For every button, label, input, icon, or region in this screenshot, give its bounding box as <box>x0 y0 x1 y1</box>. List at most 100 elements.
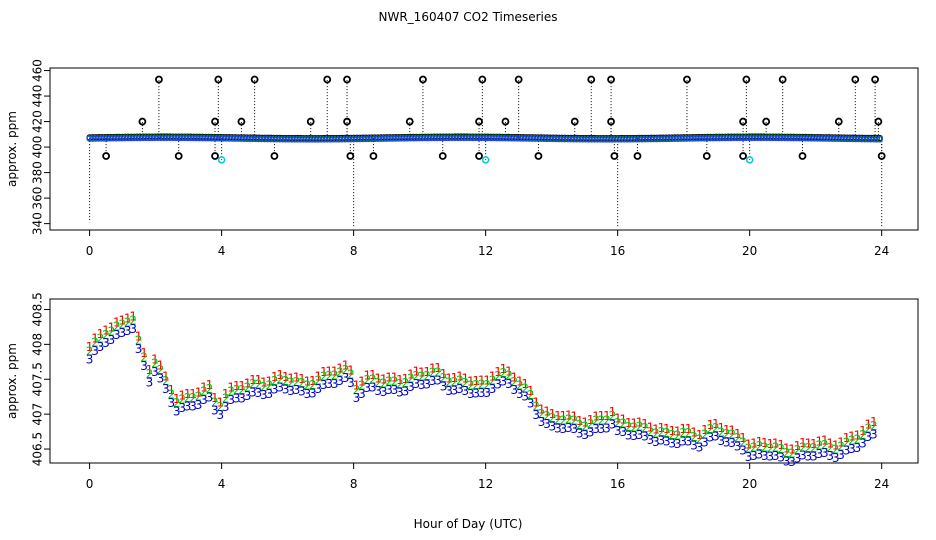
top-spike-point <box>306 117 315 126</box>
bottom-series-2-point: 2 <box>865 422 873 436</box>
bottom-series-3-point: 3 <box>216 408 224 422</box>
bottom-series-2-point: 2 <box>342 363 350 377</box>
top-baseline-point <box>178 134 185 142</box>
bottom-series-1-point: 1 <box>734 427 742 441</box>
top-baseline-point <box>243 135 251 143</box>
bottom-y-tick-label: 408.5 <box>31 292 45 326</box>
top-spike-point <box>270 152 279 160</box>
top-baseline-point <box>163 134 171 142</box>
top-baseline-point <box>258 135 266 143</box>
bottom-series-1-point: 1 <box>690 426 698 440</box>
bottom-series-1-point: 1 <box>211 391 219 405</box>
top-baseline-point <box>282 136 289 143</box>
bottom-series-3-point: 3 <box>331 377 339 391</box>
top-baseline-point <box>377 135 384 142</box>
bottom-series-3-point: 3 <box>195 398 203 412</box>
top-baseline-point <box>407 135 414 142</box>
bottom-series-2-point: 2 <box>298 376 306 390</box>
bottom-series-2-point: 2 <box>576 418 584 432</box>
top-baseline-point <box>722 134 729 142</box>
bottom-series-1-point: 1 <box>320 365 328 379</box>
top-baseline-point <box>335 136 343 143</box>
bottom-series-3-point: 3 <box>505 377 513 391</box>
bottom-series-1-point: 1 <box>178 388 186 402</box>
bottom-series-1-point: 1 <box>805 437 813 451</box>
top-baseline-point <box>104 135 111 142</box>
bottom-series-1-point: 1 <box>625 416 633 430</box>
top-baseline-point <box>677 135 684 142</box>
top-spike-point <box>419 75 427 84</box>
bottom-series-2-point: 2 <box>162 374 170 388</box>
bottom-series-1-point: 1 <box>532 395 540 409</box>
bottom-series-2-point: 2 <box>108 324 116 338</box>
top-baseline-point <box>641 136 649 143</box>
bottom-series-2-point: 2 <box>178 393 186 407</box>
bottom-series-2-point: 2 <box>837 440 845 454</box>
bottom-series-3-point: 3 <box>641 430 649 444</box>
bottom-series-2-point: 2 <box>358 379 366 393</box>
bottom-series-2-point: 2 <box>353 383 361 397</box>
top-baseline-point <box>273 136 280 143</box>
top-baseline-point <box>520 135 527 142</box>
bottom-series-1-point: 1 <box>124 312 132 326</box>
bottom-series-2-point: 2 <box>739 435 747 449</box>
bottom-series-1-point: 1 <box>712 417 720 431</box>
top-baseline-point <box>95 135 102 142</box>
top-baseline-point <box>151 134 159 142</box>
top-baseline-point <box>169 134 176 142</box>
bottom-series-2-point: 2 <box>385 375 393 389</box>
bottom-series-2-point: 2 <box>614 416 622 430</box>
bottom-series-3-point: 3 <box>865 430 873 444</box>
top-baseline-point <box>472 134 479 142</box>
bottom-series-3-point: 3 <box>135 342 143 356</box>
top-baseline-point <box>561 135 569 143</box>
top-spike-point <box>475 117 483 126</box>
top-baseline-point <box>309 136 316 143</box>
bottom-series-1-point: 1 <box>456 370 464 384</box>
top-baseline-point <box>781 134 788 142</box>
bottom-series-2-point: 2 <box>609 409 617 423</box>
bottom-series-1-point: 1 <box>527 384 535 398</box>
top-baseline-point <box>502 135 509 142</box>
bottom-series-3-point: 3 <box>870 427 878 441</box>
top-baseline-point <box>318 136 325 143</box>
top-baseline-point <box>395 135 402 142</box>
bottom-series-3-point: 3 <box>456 382 464 396</box>
bottom-series-2-point: 2 <box>189 391 197 405</box>
top-baseline-point <box>389 135 396 142</box>
bottom-series-3-point: 3 <box>598 422 606 436</box>
top-baseline-point <box>157 134 165 142</box>
bottom-series-2-point: 2 <box>734 431 742 445</box>
top-baseline-point <box>142 134 150 142</box>
bottom-series-3-point: 3 <box>728 436 736 450</box>
top-baseline-point <box>460 134 468 142</box>
bottom-series-2-point: 2 <box>728 428 736 442</box>
top-baseline-point <box>772 134 779 142</box>
bottom-series-2-point: 2 <box>630 421 638 435</box>
top-baseline-point <box>701 135 708 142</box>
top-baseline-point <box>101 135 108 142</box>
top-baseline-point <box>603 136 610 143</box>
top-baseline-point <box>92 135 99 142</box>
top-baseline-point <box>172 134 179 142</box>
top-baseline-point <box>255 135 263 143</box>
top-baseline-point <box>680 135 687 142</box>
top-spike-point <box>798 152 807 160</box>
top-spike-point <box>851 75 860 84</box>
bottom-series-1-point: 1 <box>756 435 764 449</box>
bottom-series-3-point: 3 <box>794 452 802 466</box>
bottom-series-3-point: 3 <box>745 450 753 464</box>
bottom-series-3-point: 3 <box>227 393 235 407</box>
bottom-series-3-point: 3 <box>815 447 823 461</box>
bottom-series-1-point: 1 <box>255 373 263 387</box>
top-spike-point <box>174 152 183 160</box>
bottom-series-2-point: 2 <box>848 434 856 448</box>
bottom-series-1-point: 1 <box>249 373 257 387</box>
bottom-series-1-point: 1 <box>113 315 121 329</box>
bottom-series-1-point: 1 <box>325 365 333 379</box>
bottom-series-1-point: 1 <box>750 436 758 450</box>
bottom-series-3-point: 3 <box>592 422 600 436</box>
top-baseline-point <box>826 135 833 142</box>
bottom-series-1-point: 1 <box>516 374 524 388</box>
top-baseline-point <box>454 134 462 142</box>
